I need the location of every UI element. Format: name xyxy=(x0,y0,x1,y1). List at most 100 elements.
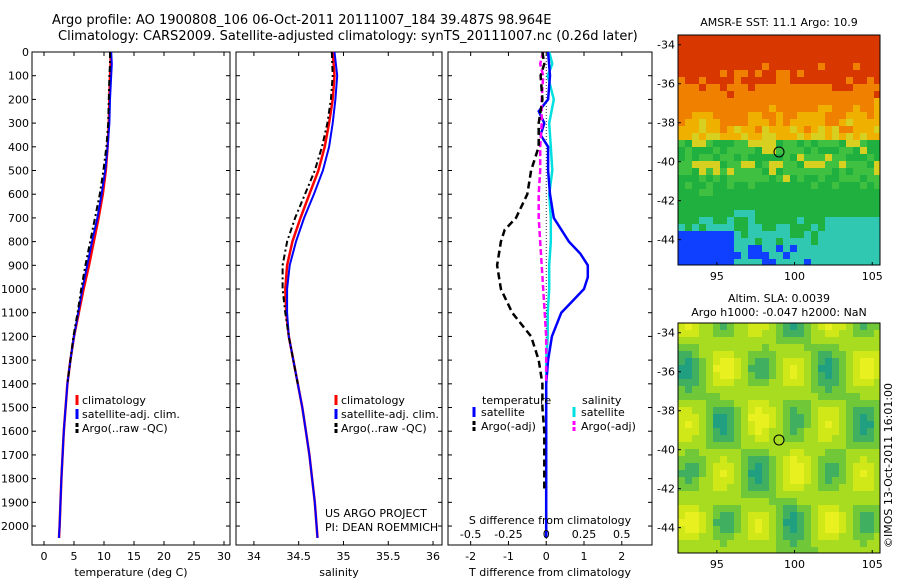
map-pixel xyxy=(846,540,853,547)
map-pixel xyxy=(860,519,867,526)
map-pixel xyxy=(811,98,818,105)
map-pixel xyxy=(818,210,825,217)
map-y-tick-label: -42 xyxy=(657,195,675,208)
map-pixel xyxy=(818,337,825,344)
map-pixel xyxy=(825,519,832,526)
map-pixel xyxy=(720,400,727,407)
map-pixel xyxy=(832,421,839,428)
map-pixel xyxy=(755,238,762,245)
map-pixel xyxy=(776,231,783,238)
map-pixel xyxy=(797,400,804,407)
map-pixel xyxy=(790,372,797,379)
map-pixel xyxy=(699,379,706,386)
map-pixel xyxy=(804,351,811,358)
map-pixel xyxy=(699,161,706,168)
map-x-tick-label: 100 xyxy=(784,558,805,571)
map-pixel xyxy=(685,372,692,379)
map-pixel xyxy=(748,421,755,428)
map-pixel xyxy=(755,519,762,526)
map-pixel xyxy=(867,91,874,98)
map-pixel xyxy=(699,189,706,196)
map-pixel xyxy=(713,372,720,379)
map-pixel xyxy=(860,70,867,77)
map-pixel xyxy=(790,196,797,203)
map-pixel xyxy=(846,526,853,533)
map-pixel xyxy=(839,252,846,259)
map-pixel xyxy=(818,126,825,133)
map-pixel xyxy=(839,42,846,49)
map-pixel xyxy=(720,484,727,491)
map-pixel xyxy=(839,119,846,126)
map-pixel xyxy=(860,175,867,182)
map-pixel xyxy=(755,442,762,449)
map-pixel xyxy=(741,435,748,442)
map-pixel xyxy=(678,365,685,372)
map-pixel xyxy=(818,358,825,365)
map-pixel xyxy=(678,421,685,428)
map-pixel xyxy=(846,407,853,414)
map-pixel xyxy=(734,547,741,553)
map-pixel xyxy=(692,84,699,91)
map-pixel xyxy=(783,168,790,175)
map-pixel xyxy=(741,182,748,189)
map-pixel xyxy=(706,252,713,259)
map-pixel xyxy=(685,421,692,428)
map-pixel xyxy=(720,526,727,533)
map-title: AMSR-E SST: 11.1 Argo: 10.9 xyxy=(700,16,858,29)
map-pixel xyxy=(713,442,720,449)
map-pixel xyxy=(797,182,804,189)
map-pixel xyxy=(783,126,790,133)
map-pixel xyxy=(727,477,734,484)
map-pixel xyxy=(825,84,832,91)
map-pixel xyxy=(860,379,867,386)
map-pixel xyxy=(874,512,880,519)
map-pixel xyxy=(727,168,734,175)
map-pixel xyxy=(755,91,762,98)
map-pixel xyxy=(839,49,846,56)
map-pixel xyxy=(706,477,713,484)
map-pixel xyxy=(846,414,853,421)
map-pixel xyxy=(762,498,769,505)
map-pixel xyxy=(713,252,720,259)
map-pixel xyxy=(839,105,846,112)
map-pixel xyxy=(853,505,860,512)
map-pixel xyxy=(832,358,839,365)
map-pixel xyxy=(790,210,797,217)
map-pixel xyxy=(769,231,776,238)
map-pixel xyxy=(797,540,804,547)
map-pixel xyxy=(846,42,853,49)
map-pixel xyxy=(748,330,755,337)
map-pixel xyxy=(762,203,769,210)
x-tick-label: 35.5 xyxy=(376,550,401,563)
map-pixel xyxy=(853,449,860,456)
map-pixel xyxy=(818,526,825,533)
map-pixel xyxy=(839,477,846,484)
map-pixel xyxy=(713,379,720,386)
map-pixel xyxy=(818,477,825,484)
map-pixel xyxy=(853,196,860,203)
map-pixel xyxy=(769,140,776,147)
map-pixel xyxy=(692,217,699,224)
x-tick-label: -1 xyxy=(503,550,514,563)
map-pixel xyxy=(783,35,790,42)
map-pixel xyxy=(846,477,853,484)
map-pixel xyxy=(853,56,860,63)
map-pixel xyxy=(692,133,699,140)
map-pixel xyxy=(755,98,762,105)
map-pixel xyxy=(748,456,755,463)
map-pixel xyxy=(734,519,741,526)
map-pixel xyxy=(713,210,720,217)
map-pixel xyxy=(755,463,762,470)
map-pixel xyxy=(699,147,706,154)
map-pixel xyxy=(741,428,748,435)
map-pixel xyxy=(790,393,797,400)
map-pixel xyxy=(762,512,769,519)
y-tick-label: 700 xyxy=(8,212,29,225)
map-pixel xyxy=(692,168,699,175)
map-pixel xyxy=(685,533,692,540)
map-pixel xyxy=(762,259,769,265)
map-pixel xyxy=(678,379,685,386)
map-pixel xyxy=(846,154,853,161)
map-pixel xyxy=(818,547,825,553)
map-pixel xyxy=(832,147,839,154)
